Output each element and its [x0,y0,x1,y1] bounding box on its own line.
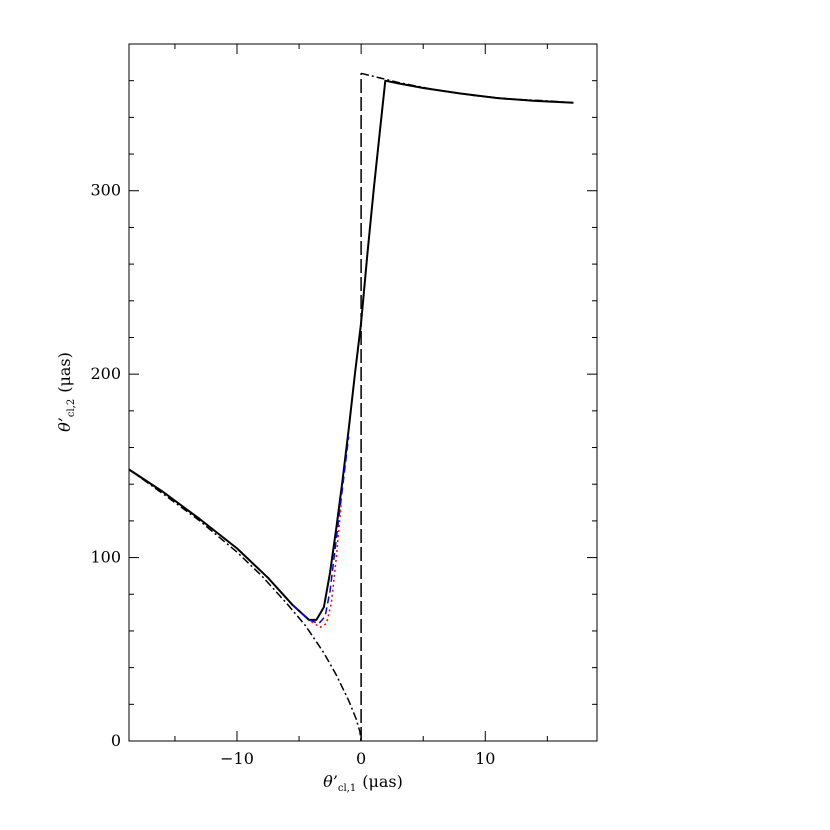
axis-ticks [129,44,597,741]
series-line-1 [128,79,574,621]
y-tick-label: 100 [90,548,121,567]
x-tick-label: −10 [220,749,254,768]
x-axis-label: θ’cl,1 (μas) [323,772,403,794]
y-tick-label: 200 [90,364,121,383]
series-line-5 [360,72,574,104]
x-tick-label: 10 [475,749,495,768]
y-tick-label: 300 [90,181,121,200]
series-line-2 [292,436,350,625]
x-tick-label: 0 [356,749,366,768]
series-group [128,72,574,742]
y-axis-label: θ’cl,2(μas) [55,352,77,432]
plot-frame [128,43,598,742]
y-tick-label: 0 [111,731,121,750]
series-line-4 [128,468,362,742]
